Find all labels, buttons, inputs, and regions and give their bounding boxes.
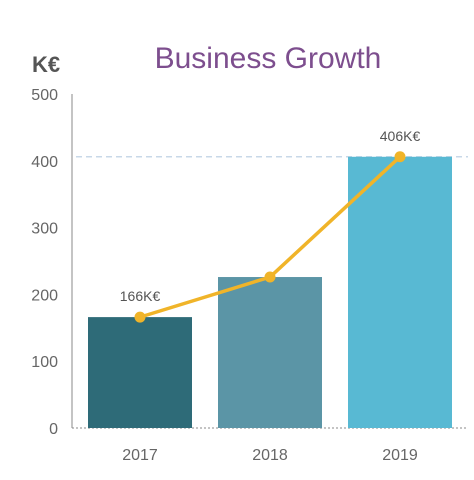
y-tick-label: 0 <box>49 421 58 438</box>
line-point-2019 <box>394 151 406 163</box>
y-tick-label: 200 <box>31 287 58 304</box>
data-labels: 166K€ 406K€ <box>120 128 421 304</box>
bar-2018 <box>218 277 322 428</box>
x-tick-label: 2018 <box>252 447 288 464</box>
line-point-2017 <box>134 311 146 323</box>
y-tick-label: 100 <box>31 354 58 371</box>
bars <box>88 156 452 429</box>
data-label: 406K€ <box>380 128 421 144</box>
y-axis-ticks: 0 100 200 300 400 500 <box>31 87 58 438</box>
y-tick-label: 400 <box>31 154 58 171</box>
line-series <box>134 151 406 323</box>
data-label: 166K€ <box>120 288 161 304</box>
x-tick-label: 2019 <box>382 447 418 464</box>
chart-title: Business Growth <box>155 42 382 75</box>
line-point-2018 <box>264 271 276 283</box>
y-tick-label: 300 <box>31 221 58 238</box>
x-tick-label: 2017 <box>122 447 158 464</box>
x-axis-ticks: 2017 2018 2019 <box>122 447 418 464</box>
bar-2017 <box>88 317 192 428</box>
y-axis-unit-label: K€ <box>32 52 60 77</box>
y-tick-label: 500 <box>31 87 58 104</box>
bar-2019 <box>348 156 452 429</box>
